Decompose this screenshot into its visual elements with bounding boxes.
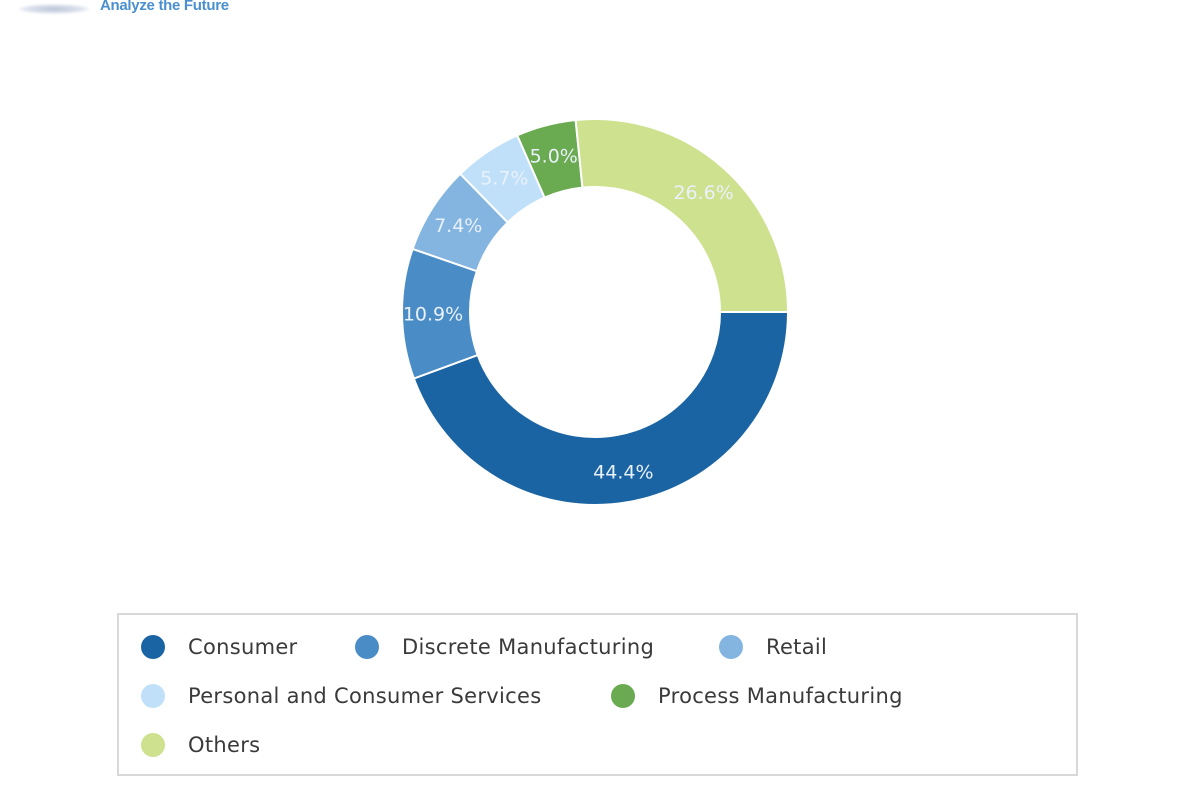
legend-label: Consumer [188,635,298,659]
legend-item-process-manufacturing[interactable]: Process Manufacturing [611,684,903,708]
legend-item-others[interactable]: Others [141,733,260,757]
chart-legend: Consumer Discrete Manufacturing Retail Pers… [117,613,1078,776]
slice-label-others: 26.6% [673,182,733,204]
slice-label-retail: 7.4% [434,215,482,237]
legend-swatch-icon [141,733,165,757]
legend-item-consumer[interactable]: Consumer [141,635,297,659]
legend-item-retail[interactable]: Retail [719,635,827,659]
legend-swatch-icon [141,635,165,659]
slice-consumer[interactable] [412,311,790,506]
legend-swatch-icon [355,635,379,659]
legend-label: Discrete Manufacturing [402,635,655,659]
logo-swoosh [18,4,90,14]
slice-label-consumer: 44.4% [593,461,653,483]
legend-label: Retail [766,635,828,659]
legend-swatch-icon [611,684,635,708]
legend-label: Personal and Consumer Services [188,684,542,708]
legend-swatch-icon [719,635,743,659]
slice-label-discrete-manufacturing: 10.9% [403,304,463,326]
legend-label: Others [188,733,261,757]
slice-label-process-manufacturing: 5.0% [530,145,578,167]
legend-label: Process Manufacturing [658,684,903,708]
logo-tagline: Analyze the Future [100,0,229,14]
slice-label-personal-and-consumer-services: 5.7% [480,168,528,190]
legend-item-personal-and-consumer-services[interactable]: Personal and Consumer Services [141,684,541,708]
donut-chart: 44.4% 10.9% 7.4% 5.7%5.0% 26.6% [401,118,790,506]
legend-item-discrete-manufacturing[interactable]: Discrete Manufacturing [355,635,654,659]
legend-swatch-icon [141,684,165,708]
slice-others[interactable] [574,118,790,313]
